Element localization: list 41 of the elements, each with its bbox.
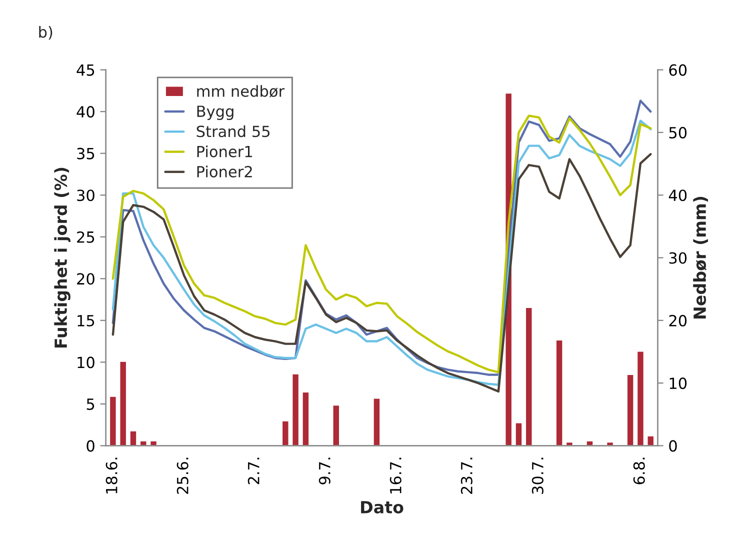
y2-tick-label: 40 bbox=[668, 190, 687, 202]
bar bbox=[281, 420, 290, 446]
x-tick-label: 9.7. bbox=[318, 458, 330, 484]
legend-label: Bygg bbox=[197, 106, 234, 120]
x-tick-label: 25.6. bbox=[176, 458, 188, 494]
x-axis-title: Dato bbox=[361, 501, 404, 514]
bar bbox=[332, 404, 340, 446]
x-tick-label: 30.7. bbox=[532, 458, 544, 494]
y-tick-label: 5 bbox=[86, 398, 94, 410]
y-tick-label: 0 bbox=[86, 440, 94, 452]
y-tick-label: 25 bbox=[77, 231, 94, 243]
y2-tick-label: 60 bbox=[669, 64, 687, 76]
y-tick-label: 35 bbox=[77, 148, 94, 160]
x-tick-label: 23.7. bbox=[460, 458, 472, 494]
bar bbox=[646, 434, 655, 446]
y2-tick-label: 10 bbox=[670, 378, 687, 390]
y2-tick-label: 0 bbox=[669, 440, 677, 452]
bar bbox=[149, 440, 158, 446]
x-tick-label: 16.7. bbox=[390, 458, 402, 494]
x-tick-label: 6.8. bbox=[633, 458, 645, 484]
y-tick-label: 40 bbox=[76, 106, 94, 118]
y2-axis-title: Nedbør (mm) bbox=[693, 196, 708, 319]
y-axis-title: Fuktighet i jord (%) bbox=[54, 168, 70, 348]
legend-label: Pioner2 bbox=[197, 166, 252, 178]
legend-label: Strand 55 bbox=[196, 125, 270, 138]
y2-tick-label: 20 bbox=[669, 314, 687, 326]
legend-label: Pioner1 bbox=[197, 145, 252, 158]
text: b) bbox=[39, 26, 52, 40]
y-tick-label: 30 bbox=[77, 190, 94, 202]
x-tick-label: 2.7. bbox=[248, 458, 260, 484]
bar bbox=[372, 397, 381, 446]
x-tick-label: 18.6. bbox=[106, 458, 118, 494]
y-tick-label: 10 bbox=[78, 356, 94, 368]
legend-label: mm nedbør bbox=[197, 85, 285, 98]
y-tick-label: 20 bbox=[77, 273, 94, 285]
y-tick-label: 15 bbox=[78, 315, 94, 326]
bar bbox=[586, 440, 594, 446]
y-tick-label: 45 bbox=[76, 64, 94, 76]
y2-tick-label: 30 bbox=[669, 252, 687, 264]
bar bbox=[108, 396, 118, 446]
y2-tick-label: 50 bbox=[669, 126, 687, 138]
